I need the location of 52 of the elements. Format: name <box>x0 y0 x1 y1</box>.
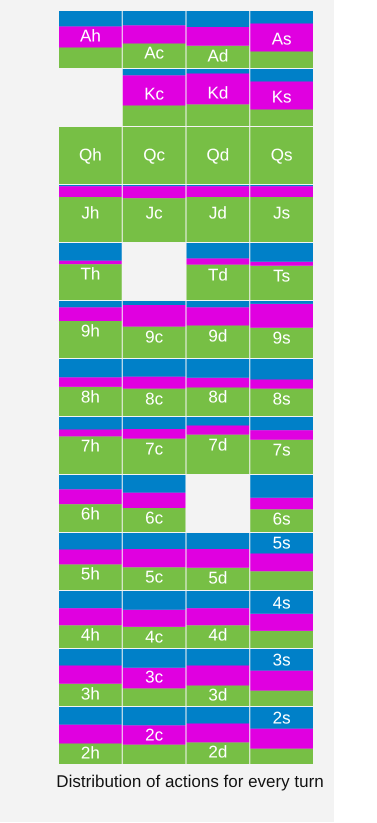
category-label: 3c <box>145 668 164 686</box>
category-label: Kc <box>144 84 164 104</box>
category-label: Ks <box>272 88 292 106</box>
category-label: 3s <box>272 650 291 670</box>
category-label: Ad <box>207 46 228 66</box>
category-label: 4d <box>208 626 228 644</box>
category-label: 4c <box>145 628 164 646</box>
category-label: 9d <box>208 326 228 346</box>
category-label: 4h <box>80 626 100 644</box>
text: Distribution of actions for every turn <box>56 772 324 791</box>
category-label: 8c <box>145 390 164 408</box>
category-label: As <box>272 30 292 48</box>
category-label: 2d <box>208 742 228 762</box>
category-label: 9c <box>145 328 164 346</box>
category-label: 8d <box>208 388 228 406</box>
category-label: Jc <box>146 204 163 222</box>
category-label: Kd <box>207 84 228 102</box>
category-label: 7d <box>208 436 228 454</box>
bar <box>250 498 313 510</box>
category-label: 8s <box>272 390 291 408</box>
category-label: 7s <box>272 440 291 460</box>
category-label: 7c <box>145 440 164 458</box>
category-label: 6c <box>145 508 164 528</box>
category-label: 2c <box>145 726 164 744</box>
category-label: 5c <box>145 568 164 586</box>
category-label: 8h <box>80 388 100 406</box>
category-label: Qs <box>270 146 292 164</box>
category-label: 3h <box>80 684 100 704</box>
category-label: 7h <box>80 436 100 456</box>
category-label: Jh <box>81 204 100 222</box>
category-label: 2h <box>80 744 100 762</box>
category-label: Th <box>80 264 100 284</box>
category-label: Td <box>208 266 228 284</box>
category-label: 5h <box>80 564 100 584</box>
category-label: 9s <box>272 328 291 348</box>
category-label: 6s <box>272 510 291 528</box>
category-label: Ah <box>80 26 101 46</box>
category-label: 9h <box>80 322 100 340</box>
category-label: Js <box>273 204 290 222</box>
category-label: Qc <box>143 146 165 164</box>
category-label: Ac <box>144 44 164 62</box>
category-label: Qd <box>206 146 230 164</box>
category-label: 2s <box>272 708 291 728</box>
category-label: 3d <box>208 686 228 704</box>
category-label: 5s <box>272 534 291 552</box>
category-label: 4s <box>272 594 291 612</box>
category-label: Jd <box>208 204 227 222</box>
bar <box>59 260 122 264</box>
category-label: 6h <box>80 504 100 524</box>
category-label: Qh <box>79 146 102 164</box>
category-label: 5d <box>208 568 228 588</box>
category-label: Ts <box>273 266 290 286</box>
